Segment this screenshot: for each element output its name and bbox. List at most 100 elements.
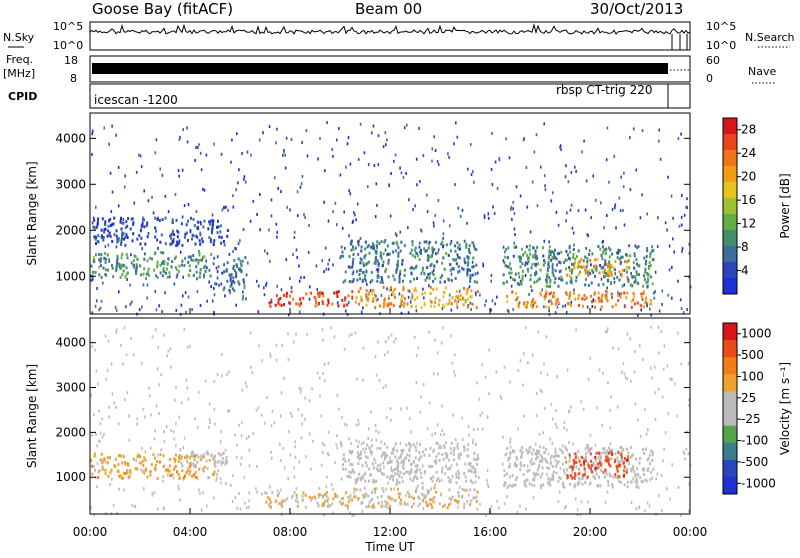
echo-cell [100, 276, 103, 279]
echo-cell [507, 456, 510, 460]
range-cell [323, 200, 325, 204]
echo-cell [386, 501, 389, 505]
echo-cell [353, 471, 356, 474]
range-cell [122, 221, 125, 225]
echo-cell [586, 260, 589, 264]
range-cell [271, 456, 273, 460]
echo-cell [524, 263, 527, 267]
range-cell [219, 477, 222, 481]
range-cell [111, 477, 113, 481]
echo-cell [513, 463, 516, 467]
range-cell [509, 462, 511, 466]
range-cell [248, 448, 251, 452]
range-cell [683, 452, 686, 455]
colorbar-segment [723, 340, 737, 358]
range-cell [240, 456, 243, 460]
echo-cell [107, 229, 110, 233]
range-cell [507, 458, 509, 462]
range-cell [301, 141, 303, 144]
colorbar-tick-label: 16 [741, 193, 756, 207]
echo-cell [438, 502, 441, 506]
range-cell [469, 301, 472, 305]
echo-cell [569, 482, 572, 486]
range-cell [688, 251, 691, 255]
echo-cell [120, 216, 122, 220]
echo-cell [528, 248, 531, 252]
echo-cell [209, 274, 212, 278]
echo-cell [520, 464, 523, 468]
echo-cell [449, 249, 452, 253]
echo-cell [178, 241, 180, 245]
echo-cell [622, 474, 625, 478]
range-cell [90, 506, 92, 510]
echo-cell [532, 303, 535, 307]
echo-cell [630, 467, 633, 471]
echo-cell [98, 273, 101, 277]
range-cell [661, 509, 663, 512]
echo-cell [418, 496, 421, 500]
echo-cell [371, 490, 374, 494]
echo-cell [652, 467, 655, 471]
echo-cell [313, 495, 316, 499]
echo-cell [548, 245, 551, 249]
echo-cell [577, 249, 580, 253]
echo-cell [613, 268, 616, 272]
range-cell [349, 192, 352, 196]
range-cell [531, 353, 534, 357]
echo-cell [605, 472, 608, 476]
echo-cell [384, 454, 387, 458]
range-cell [587, 234, 589, 238]
echo-cell [237, 267, 240, 271]
echo-cell [527, 257, 529, 261]
echo-cell [415, 252, 418, 255]
range-cell [265, 283, 267, 287]
colorbar-segment [723, 459, 737, 478]
range-cell [96, 444, 98, 448]
echo-cell [579, 259, 581, 263]
echo-cell [126, 256, 129, 260]
echo-cell [395, 467, 398, 471]
range-cell [461, 487, 464, 491]
range-cell [413, 335, 416, 339]
range-cell [215, 282, 218, 286]
echo-cell [381, 505, 384, 509]
range-cell [370, 438, 373, 442]
range-cell [151, 195, 153, 199]
echo-cell [355, 296, 358, 300]
echo-cell [610, 456, 613, 460]
echo-cell [278, 502, 280, 505]
range-cell [311, 387, 313, 391]
echo-cell [437, 477, 440, 481]
echo-cell [332, 497, 335, 501]
echo-cell [199, 233, 202, 237]
echo-cell [375, 244, 378, 248]
range-cell [245, 297, 247, 301]
echo-cell [626, 480, 629, 484]
echo-cell [621, 255, 624, 259]
echo-cell [623, 469, 626, 473]
range-cell [269, 259, 271, 263]
range-cell [146, 283, 149, 287]
range-cell [532, 496, 535, 500]
echo-cell [459, 452, 462, 456]
echo-cell [470, 470, 473, 473]
echo-cell [650, 275, 652, 279]
range-cell [157, 453, 159, 457]
echo-cell [594, 455, 597, 459]
echo-cell [523, 300, 526, 304]
range-cell [282, 153, 284, 157]
echo-cell [102, 238, 105, 242]
echo-cell [202, 455, 205, 459]
echo-cell [618, 249, 621, 253]
range-cell [622, 362, 625, 366]
echo-cell [365, 303, 368, 307]
echo-cell [197, 261, 200, 265]
echo-cell [557, 460, 560, 464]
range-cell [515, 185, 518, 189]
range-cell [284, 153, 286, 157]
echo-cell [411, 240, 414, 244]
echo-cell [170, 236, 172, 240]
echo-cell [207, 476, 210, 480]
range-cell [426, 427, 429, 431]
range-cell [194, 159, 196, 162]
